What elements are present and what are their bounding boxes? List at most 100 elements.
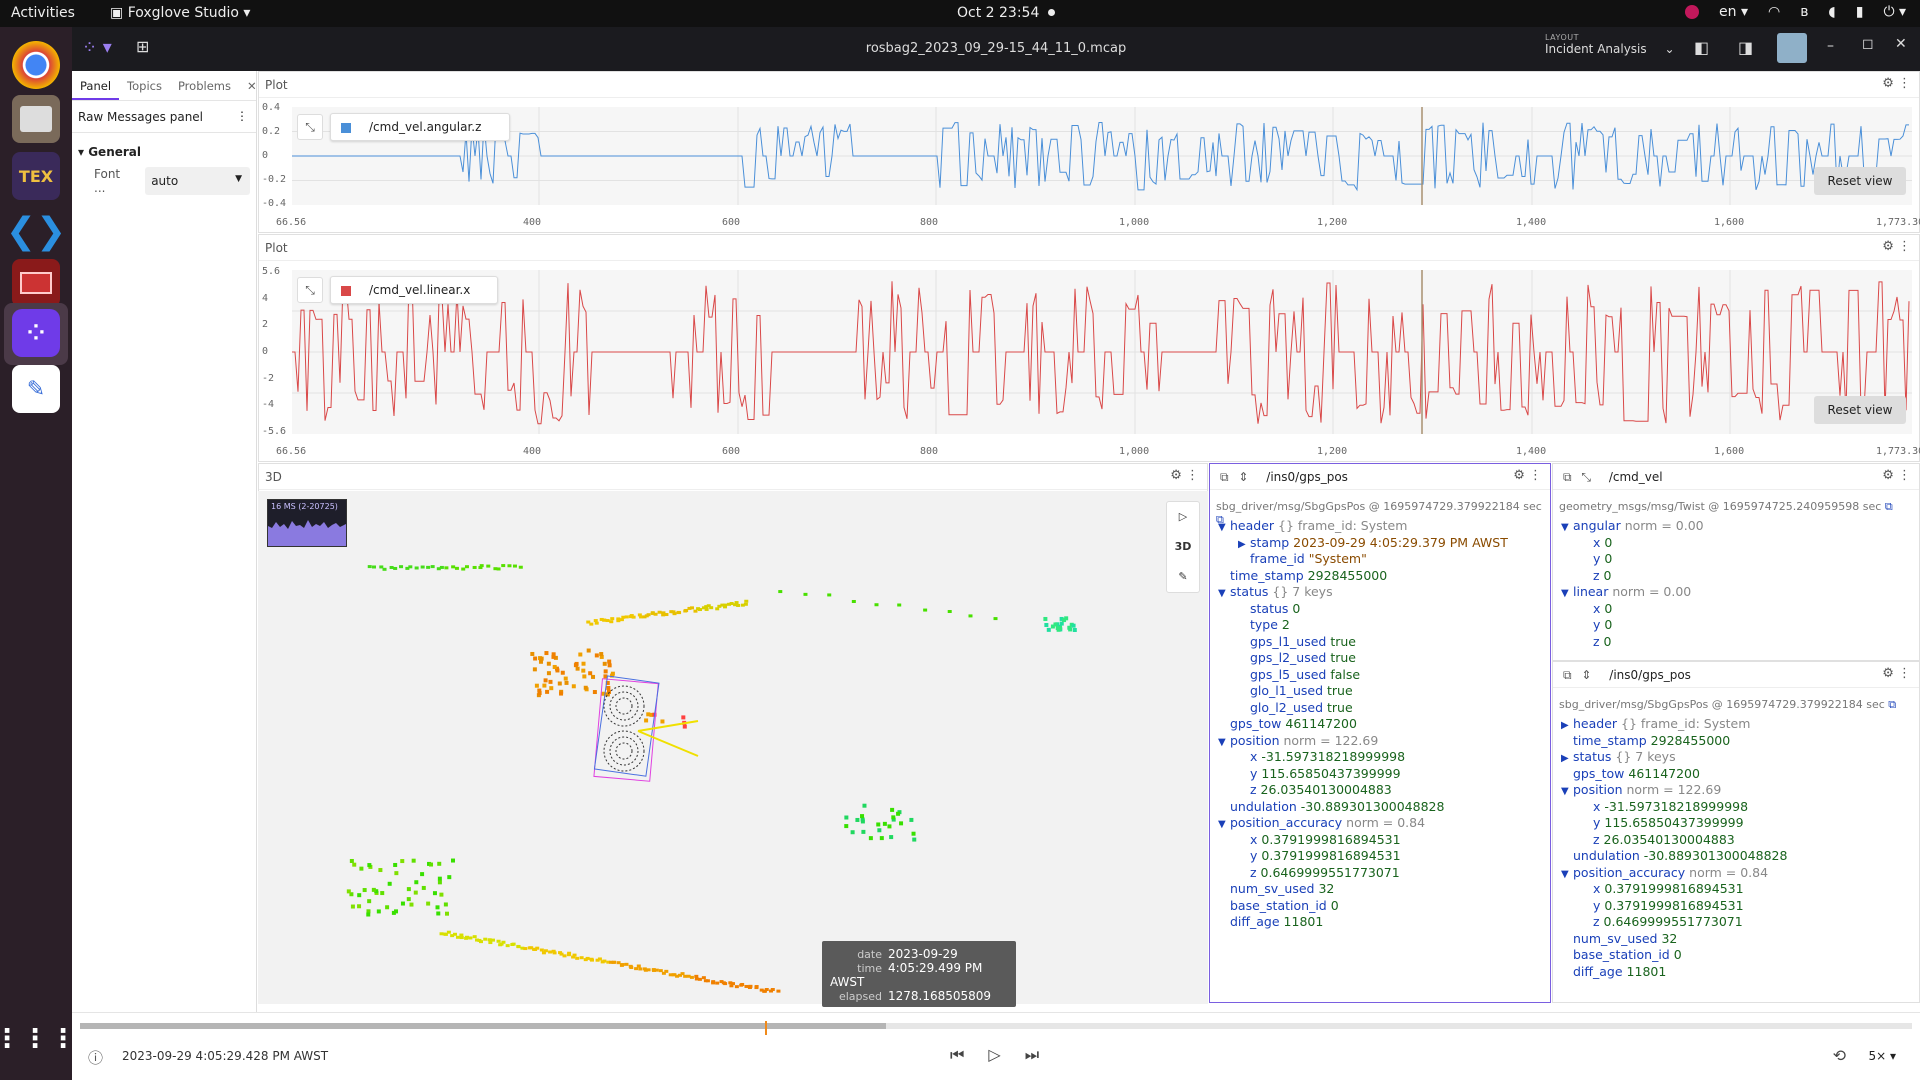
message-field-row[interactable]: ▼ position_accuracy norm = 0.84 bbox=[1218, 815, 1425, 830]
expand-caret-icon[interactable]: ▼ bbox=[1218, 588, 1226, 599]
select-tool-icon[interactable]: ▷ bbox=[1178, 510, 1188, 523]
seek-backward-icon[interactable]: ⏮ bbox=[950, 1045, 965, 1064]
plot-area-angular[interactable]: ⤡ /cmd_vel.angular.z Reset view bbox=[292, 107, 1912, 205]
system-tray[interactable]: en ▾ ◠ ʙ ◖ ▮ ⏻ ▾ bbox=[1685, 4, 1906, 20]
files-icon[interactable] bbox=[12, 95, 60, 143]
message-field-row: base_station_id 0 bbox=[1218, 898, 1339, 913]
reset-view-button[interactable]: Reset view bbox=[1814, 396, 1906, 424]
message-field-row[interactable]: ▶ status {} 7 keys bbox=[1561, 749, 1676, 764]
section-general[interactable]: ▾ General bbox=[78, 145, 142, 159]
chrome-icon[interactable] bbox=[12, 41, 60, 89]
text-editor-icon[interactable]: ✎ bbox=[12, 365, 60, 413]
more-icon[interactable]: ⋮ bbox=[236, 109, 248, 123]
topic-path-input[interactable]: /ins0/gps_pos bbox=[1609, 668, 1691, 682]
message-field-row[interactable]: ▼ status {} 7 keys bbox=[1218, 584, 1333, 599]
bluetooth-icon[interactable]: ʙ bbox=[1800, 4, 1809, 20]
panel-settings-icon[interactable]: ⚙ ⋮ bbox=[1882, 666, 1911, 681]
message-field-row[interactable]: ▼ position norm = 122.69 bbox=[1561, 782, 1721, 797]
loop-icon[interactable]: ⟲ bbox=[1832, 1046, 1846, 1065]
clock[interactable]: Oct 2 23:54 bbox=[957, 5, 1040, 21]
playhead-marker[interactable] bbox=[765, 1021, 768, 1035]
info-icon[interactable]: ⓘ bbox=[88, 1049, 104, 1067]
layout-selector[interactable]: LAYOUT Incident Analysis ⌄ bbox=[1545, 33, 1675, 56]
expand-caret-icon[interactable]: ▼ bbox=[1218, 819, 1226, 830]
expand-caret-icon[interactable]: ▶ bbox=[1238, 538, 1246, 550]
panel-settings-icon[interactable]: ⚙ ⋮ bbox=[1513, 468, 1542, 483]
collapse-legend-icon[interactable]: ⤡ bbox=[297, 114, 323, 140]
field-key: header bbox=[1230, 518, 1275, 533]
font-select[interactable]: auto ▼ bbox=[145, 167, 250, 195]
activities-button[interactable]: Activities bbox=[11, 5, 75, 21]
reset-view-button[interactable]: Reset view bbox=[1814, 167, 1906, 195]
volume-icon[interactable]: ◖ bbox=[1828, 4, 1836, 20]
topic-path-input[interactable]: /cmd_vel bbox=[1608, 470, 1663, 484]
expand-caret-icon[interactable]: ▶ bbox=[1561, 753, 1569, 764]
expand-caret-icon[interactable]: ▼ bbox=[1561, 522, 1569, 533]
message-field-row[interactable]: ▶ stamp 2023-09-29 4:05:29.379 PM AWST bbox=[1238, 535, 1508, 550]
foxglove-menu-icon[interactable]: ⁘ ▾ bbox=[82, 37, 112, 58]
foxglove-dock-icon[interactable]: ⁘ bbox=[12, 309, 60, 357]
legend-angular[interactable]: ⤡ /cmd_vel.angular.z bbox=[297, 113, 510, 141]
maximize-icon[interactable]: ◻ bbox=[1862, 36, 1874, 52]
battery-icon[interactable]: ▮ bbox=[1855, 4, 1864, 20]
terminal-icon[interactable] bbox=[12, 259, 60, 307]
message-field-row[interactable]: ▼ position norm = 122.69 bbox=[1218, 733, 1378, 748]
message-field-row[interactable]: ▼ position_accuracy norm = 0.84 bbox=[1561, 865, 1768, 880]
copy-icon[interactable]: ⧉ bbox=[1216, 513, 1224, 526]
show-apps-icon[interactable]: ⋮⋮⋮ bbox=[0, 1024, 78, 1054]
message-field-row[interactable]: ▶ header {} frame_id: System bbox=[1561, 716, 1750, 731]
message-field-row[interactable]: ▼ linear norm = 0.00 bbox=[1561, 584, 1691, 599]
collapse-legend-icon[interactable]: ⤡ bbox=[297, 277, 323, 303]
panel-settings-icon[interactable]: ⚙ ⋮ bbox=[1882, 468, 1911, 483]
message-field-row[interactable]: ▼ header {} frame_id: System bbox=[1218, 518, 1407, 533]
expand-caret-icon[interactable]: ▼ bbox=[1561, 786, 1569, 797]
playback-speed-select[interactable]: 5× ▾ bbox=[1868, 1049, 1896, 1063]
plot-area-linear[interactable]: ⤡ /cmd_vel.linear.x Reset view bbox=[292, 270, 1912, 434]
expand-caret-icon[interactable]: ▼ bbox=[1561, 588, 1569, 599]
measure-tool-icon[interactable]: ✎ bbox=[1178, 570, 1188, 583]
seek-forward-icon[interactable]: ⏭ bbox=[1024, 1045, 1040, 1064]
panel-settings-icon[interactable]: ⚙ ⋮ bbox=[1882, 239, 1911, 254]
color-picker-icon[interactable] bbox=[1685, 5, 1699, 19]
3d-viewport[interactable]: 16 MS (2-20725) ▷ 3D ✎ bbox=[258, 491, 1208, 1004]
collapse-toggle-icon[interactable]: ⤡ bbox=[1581, 470, 1592, 484]
app-menu[interactable]: ▣ Foxglove Studio ▾ bbox=[110, 5, 251, 21]
expand-caret-icon[interactable]: ▼ bbox=[1218, 522, 1226, 533]
expand-caret-icon[interactable]: ▶ bbox=[1561, 720, 1569, 731]
legend-linear[interactable]: ⤡ /cmd_vel.linear.x bbox=[297, 276, 498, 304]
timeline-scrubber[interactable] bbox=[80, 1021, 1912, 1035]
copy-icon[interactable]: ⧉ bbox=[1220, 470, 1229, 484]
message-field-row[interactable]: ▼ angular norm = 0.00 bbox=[1561, 518, 1704, 533]
expand-caret-icon[interactable]: ▼ bbox=[1561, 868, 1569, 880]
expand-toggle-icon[interactable]: ⇕ bbox=[1581, 668, 1592, 682]
power-menu-icon[interactable]: ⏻ ▾ bbox=[1883, 4, 1906, 20]
message-field-row: undulation -30.889301300048828 bbox=[1561, 848, 1787, 863]
play-icon[interactable]: ▷ bbox=[988, 1045, 1001, 1064]
right-sidebar-toggle-icon[interactable]: ◨ bbox=[1738, 38, 1754, 57]
copy-icon[interactable]: ⧉ bbox=[1884, 500, 1893, 513]
language-indicator[interactable]: en ▾ bbox=[1719, 4, 1748, 20]
minimize-icon[interactable]: – bbox=[1827, 38, 1834, 54]
expand-caret-icon[interactable]: ▼ bbox=[1218, 736, 1226, 748]
expand-toggle-icon[interactable]: ⇕ bbox=[1238, 470, 1249, 484]
topic-path-input[interactable]: /ins0/gps_pos bbox=[1266, 470, 1348, 484]
copy-icon[interactable]: ⧉ bbox=[1563, 470, 1572, 484]
tab-topics[interactable]: Topics bbox=[127, 79, 162, 93]
copy-icon[interactable]: ⧉ bbox=[1888, 698, 1897, 711]
3d-mode-toggle[interactable]: 3D bbox=[1174, 540, 1192, 553]
panel-settings-icon[interactable]: ⚙ ⋮ bbox=[1170, 468, 1199, 483]
close-icon[interactable]: ✕ bbox=[1895, 36, 1907, 52]
copy-icon[interactable]: ⧉ bbox=[1563, 668, 1572, 682]
close-sidebar-icon[interactable]: ✕ bbox=[246, 79, 257, 93]
add-panel-icon[interactable]: ⊞ bbox=[136, 37, 150, 56]
wifi-icon[interactable]: ◠ bbox=[1767, 4, 1781, 20]
message-field-row: glo_l1_used true bbox=[1238, 683, 1353, 698]
tab-problems[interactable]: Problems bbox=[177, 79, 231, 93]
texstudio-icon[interactable]: TEX bbox=[12, 152, 60, 200]
vscode-icon[interactable]: ❮❯ bbox=[5, 210, 67, 252]
panel-settings-icon[interactable]: ⚙ ⋮ bbox=[1882, 76, 1911, 91]
avatar[interactable] bbox=[1777, 33, 1807, 63]
left-sidebar-toggle-icon[interactable]: ◧ bbox=[1694, 38, 1710, 57]
current-time[interactable]: 2023-09-29 4:05:29.428 PM AWST bbox=[122, 1049, 329, 1063]
tab-panel[interactable]: Panel bbox=[72, 71, 120, 100]
